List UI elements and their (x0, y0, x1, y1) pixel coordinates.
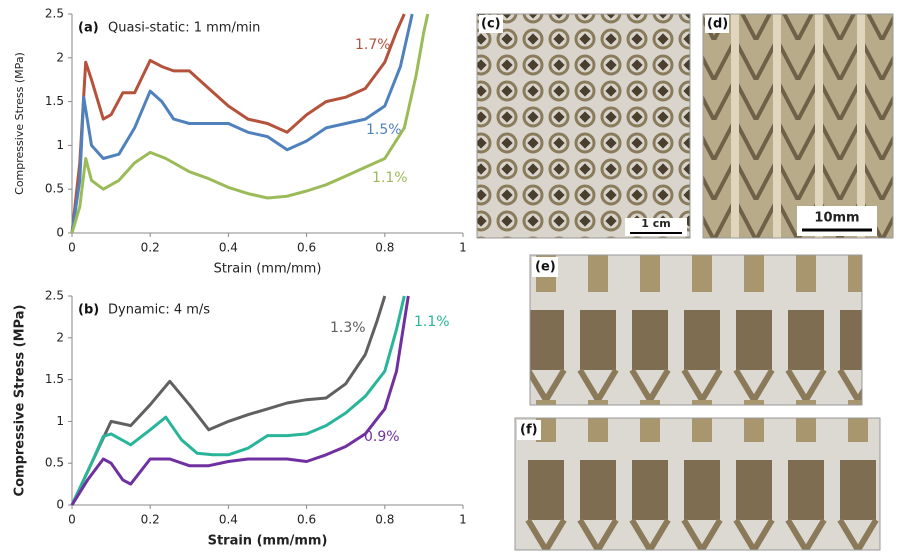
panel-label: (d) (707, 17, 728, 32)
y-tick-label: 2.5 (45, 7, 64, 21)
y-tick-label: 1.5 (45, 94, 64, 108)
x-axis-label: Strain (mm/mm) (214, 262, 322, 277)
panel-label: (c) (481, 17, 501, 32)
series-label: 1.7% (355, 37, 391, 53)
y-tick-label: 1 (56, 414, 64, 428)
chart-title: Dynamic: 4 m/s (108, 303, 210, 318)
photo-e (530, 255, 862, 405)
series-label: 0.9% (364, 429, 400, 445)
series-label: 1.3% (330, 320, 366, 336)
series-label: 1.5% (366, 122, 402, 138)
y-axis-label: Compressive Stress (MPa) (13, 305, 28, 497)
y-tick-label: 2 (56, 330, 64, 344)
scale-label: 10mm (814, 211, 859, 226)
figure-canvas: (c) (d) (e) (f) 1 cm 10mm 00.511.522.500… (0, 0, 897, 554)
x-tick-label: 0.6 (297, 513, 316, 527)
scale-label: 1 cm (641, 217, 670, 230)
photos: (c) (d) (e) (f) 1 cm 10mm (477, 14, 893, 550)
y-tick-label: 1 (56, 138, 64, 152)
series-label: 1.1% (414, 314, 450, 330)
chart-title: Quasi-static: 1 mm/min (108, 21, 260, 36)
panel-label: (a) (78, 21, 99, 36)
x-tick-label: 0.6 (297, 241, 316, 255)
x-tick-label: 0.2 (141, 513, 160, 527)
x-tick-label: 0 (68, 241, 76, 255)
photo-f (515, 418, 880, 550)
x-tick-label: 0.4 (219, 241, 238, 255)
y-tick-label: 2.5 (45, 289, 64, 303)
y-tick-label: 0.5 (45, 182, 64, 196)
panel-label: (b) (78, 303, 99, 318)
x-tick-label: 0.2 (141, 241, 160, 255)
x-tick-label: 1 (459, 513, 467, 527)
x-tick-label: 0.4 (219, 513, 238, 527)
y-tick-label: 0 (56, 226, 64, 240)
photo-d (703, 14, 893, 238)
y-tick-label: 0.5 (45, 456, 64, 470)
photo-c (477, 14, 690, 238)
x-tick-label: 0.8 (375, 241, 394, 255)
x-tick-label: 0 (68, 513, 76, 527)
x-tick-label: 1 (459, 241, 467, 255)
y-tick-label: 2 (56, 50, 64, 64)
panel-label: (f) (520, 423, 538, 438)
series-label: 1.1% (372, 170, 408, 186)
x-tick-label: 0.8 (375, 513, 394, 527)
x-axis-label: Strain (mm/mm) (208, 534, 328, 549)
figure: (c) (d) (e) (f) 1 cm 10mm 00.511.522.500… (0, 0, 897, 554)
y-tick-label: 0 (56, 498, 64, 512)
panel-label: (e) (535, 260, 556, 275)
y-axis-label: Compressive Stress (MPa) (13, 52, 26, 195)
y-tick-label: 1.5 (45, 372, 64, 386)
